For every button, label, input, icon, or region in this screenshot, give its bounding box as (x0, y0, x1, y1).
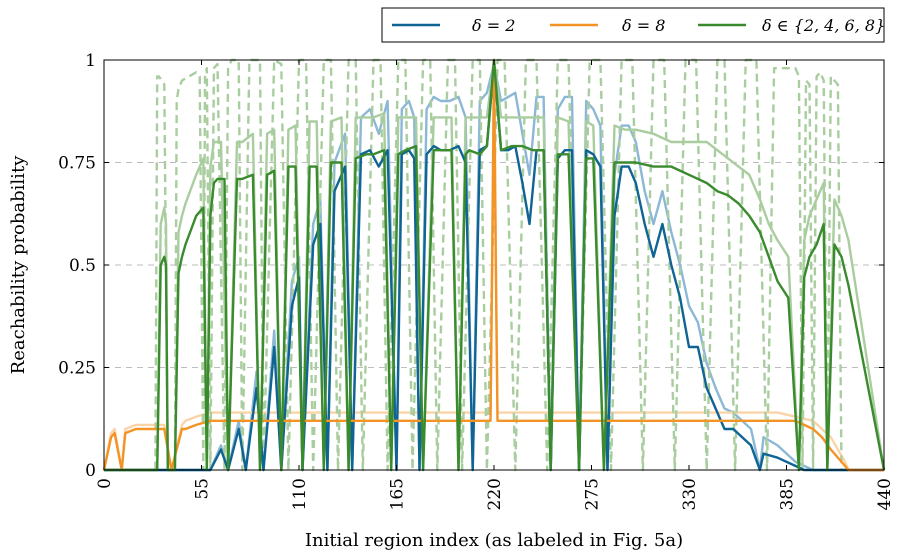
y-axis-label: Reachability probability (8, 155, 29, 375)
series-line-combined_faded (104, 58, 886, 472)
legend-box (381, 7, 885, 43)
legend-label-combined: δ ∈ {2, 4, 6, 8} (762, 16, 885, 35)
x-tick-label-6: 330 (680, 478, 700, 510)
x-tick-label-4: 220 (485, 478, 505, 510)
x-tick-label-3: 165 (388, 478, 408, 510)
y-tick-label-4: 1 (85, 51, 96, 71)
series-line-delta2 (104, 62, 884, 472)
y-tick-label-2: 0.5 (69, 256, 96, 276)
x-axis-label: Initial region index (as labeled in Fig.… (305, 530, 683, 551)
x-tick-label-1: 55 (193, 478, 213, 500)
series-line-combined (104, 58, 886, 472)
plot-area (102, 58, 886, 472)
x-tick-label-2: 110 (290, 478, 310, 510)
y-tick-label-3: 0.75 (58, 154, 96, 174)
legend-label-delta8: δ = 8 (622, 16, 665, 35)
x-tick-label-5: 275 (583, 478, 603, 510)
legend: δ = 2 δ = 8 δ ∈ {2, 4, 6, 8} (381, 7, 885, 43)
series-line-combined_dashed (104, 58, 884, 472)
x-tick-label-0: 0 (95, 478, 115, 489)
y-axis: 0 0.25 0.5 0.75 1 (58, 51, 884, 481)
x-tick-label-8: 440 (875, 478, 895, 510)
x-axis: 0 55 110 165 220 275 330 385 440 (95, 60, 895, 510)
series-line-delta2_faded (104, 62, 884, 472)
x-tick-label-7: 385 (778, 478, 798, 510)
y-tick-label-0: 0 (85, 461, 96, 481)
legend-label-delta2: δ = 2 (472, 16, 515, 35)
y-tick-label-1: 0.25 (58, 359, 96, 379)
